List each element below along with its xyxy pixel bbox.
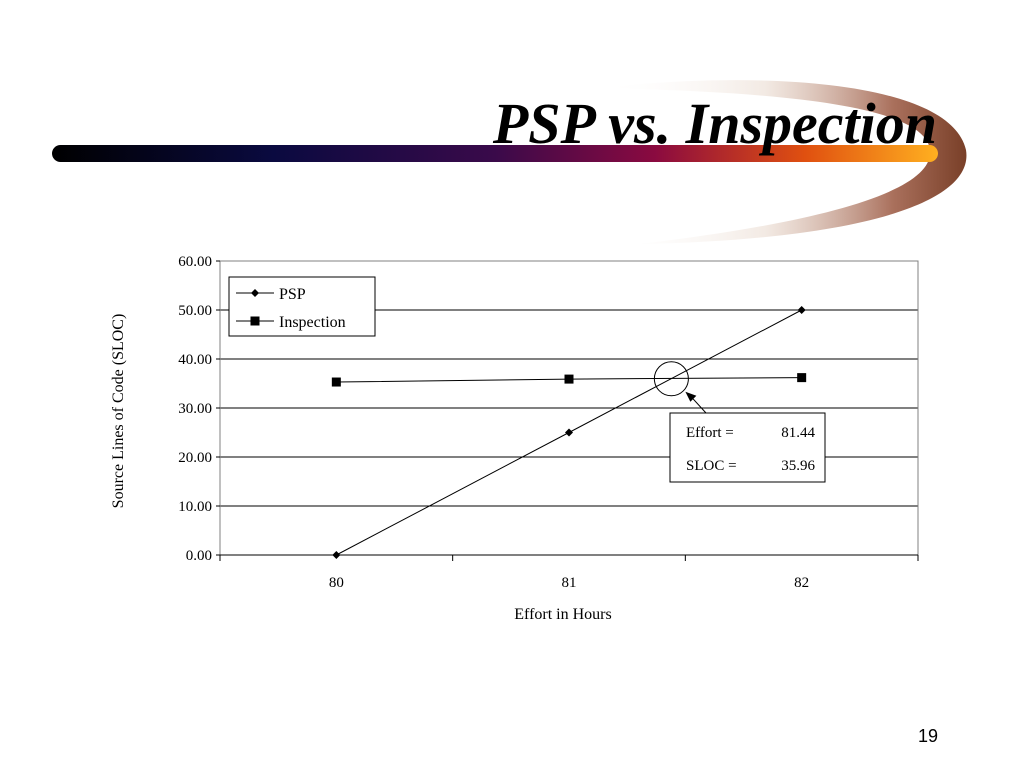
annotation-value: 81.44	[781, 425, 815, 441]
legend-marker-inspection	[250, 316, 260, 326]
psp-point	[332, 551, 341, 559]
legend-box	[228, 276, 376, 337]
psp-point	[565, 428, 573, 437]
legend-label-psp: PSP	[279, 286, 306, 303]
page-number: 19	[917, 726, 938, 746]
x-tick-label: 81	[562, 575, 577, 591]
inspection-point	[797, 373, 807, 383]
y-axis-title: Source Lines of Code (SLOC)	[110, 314, 127, 509]
legend-label-inspection: Inspection	[279, 314, 346, 331]
legend-marker-psp	[251, 289, 259, 297]
annotation-box	[669, 412, 826, 483]
x-axis-title: Effort in Hours	[514, 606, 611, 623]
y-tick-label: 0.00	[186, 548, 212, 564]
psp-point	[797, 306, 806, 314]
annotation-arrowhead	[685, 391, 697, 402]
x-tick-label: 82	[794, 575, 809, 591]
slide-title: PSP vs. Inspection	[492, 90, 937, 156]
y-tick-label: 20.00	[178, 450, 212, 466]
series-inspection	[331, 373, 807, 387]
y-tick-label: 30.00	[178, 401, 212, 417]
x-tick-label: 80	[329, 575, 344, 591]
y-tick-label: 50.00	[178, 303, 212, 319]
annotation-label: SLOC =	[686, 458, 737, 474]
annotation-value: 35.96	[781, 458, 815, 474]
series-layer	[331, 306, 807, 559]
annotation: Effort = 81.44 SLOC = 35.96	[653, 361, 826, 483]
y-tick-label: 60.00	[178, 254, 212, 270]
annotation-label: Effort =	[686, 425, 734, 441]
y-tick-label: 10.00	[178, 499, 212, 515]
inspection-point	[331, 377, 341, 387]
axes: 0.00 10.00 20.00 30.00 40.00 50.00 60.00 80 81 82	[178, 254, 919, 591]
y-tick-label: 40.00	[178, 352, 212, 368]
swoosh-shape	[600, 80, 967, 244]
series-psp	[332, 306, 806, 559]
title-underline-bar	[52, 145, 938, 162]
inspection-point	[564, 374, 574, 384]
intersection-circle	[653, 361, 689, 397]
legend: PSP Inspection	[228, 276, 376, 337]
